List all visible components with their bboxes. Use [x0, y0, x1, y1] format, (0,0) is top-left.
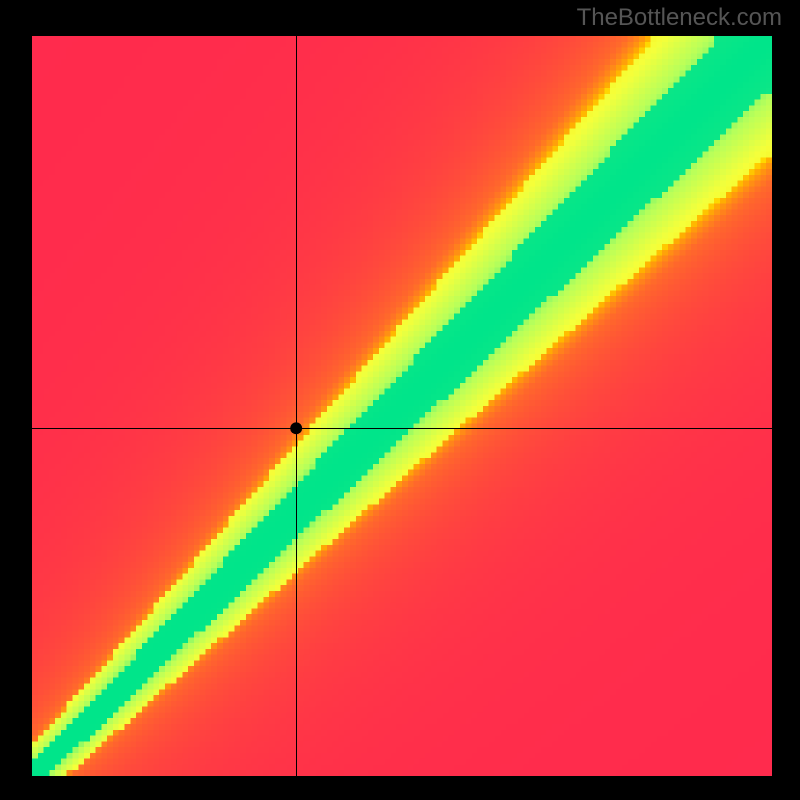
chart-container: { "watermark_text": "TheBottleneck.com",…	[0, 0, 800, 800]
watermark-text: TheBottleneck.com	[577, 4, 782, 32]
crosshair-overlay	[32, 36, 772, 776]
